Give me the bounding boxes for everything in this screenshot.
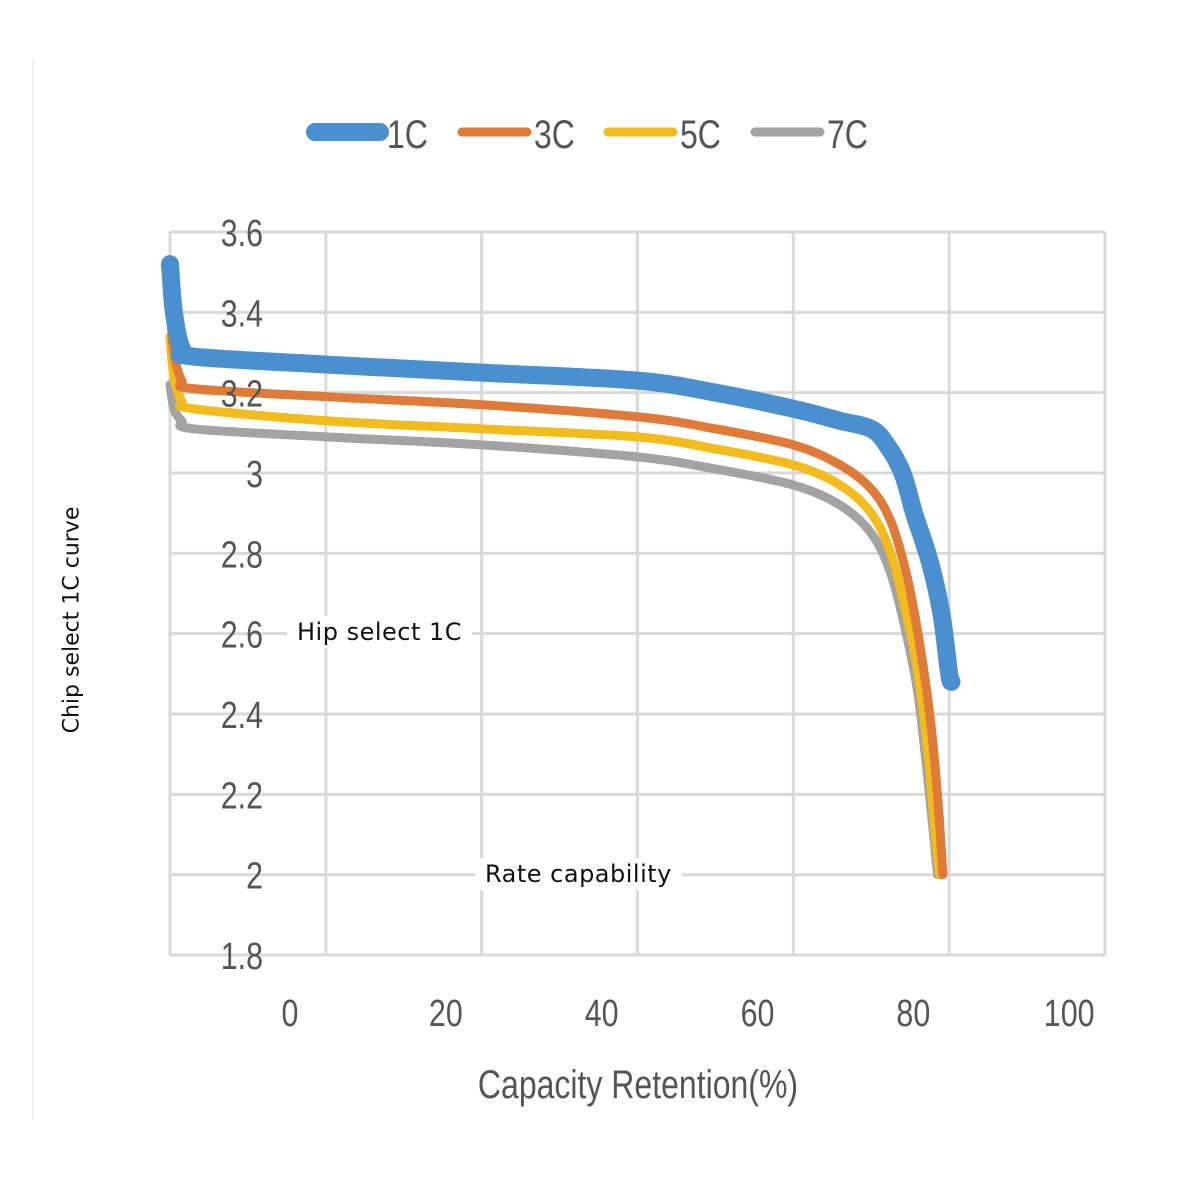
- y-tick-label: 2.8: [221, 534, 263, 576]
- x-tick-label: 40: [585, 993, 619, 1035]
- y-tick-label: 3: [246, 454, 263, 496]
- y-tick-label: 2: [246, 856, 263, 898]
- series-line-1C: [161, 255, 961, 691]
- x-tick-label: 20: [429, 993, 463, 1035]
- annotation-rate-capability: Rate capability: [475, 858, 682, 890]
- series-line-5C: [165, 331, 945, 880]
- y-axis-title: Chip select 1C curve: [59, 502, 85, 738]
- legend-label-7C: 7C: [827, 112, 868, 157]
- series-line-3C: [165, 299, 948, 880]
- x-tick-label: 0: [282, 993, 299, 1035]
- y-tick-label: 1.8: [221, 936, 263, 978]
- x-tick-label: 80: [896, 993, 930, 1035]
- y-tick-label: 2.2: [221, 775, 263, 817]
- annotation-hip-select: Hip select 1C: [287, 616, 473, 648]
- legend-label-5C: 5C: [680, 112, 721, 157]
- y-tick-label: 3.2: [221, 374, 263, 416]
- legend-label-3C: 3C: [534, 112, 575, 157]
- y-tick-label: 2.6: [221, 615, 263, 657]
- y-tick-label: 3.6: [221, 213, 263, 255]
- legend-label-1C: 1C: [387, 112, 428, 157]
- y-tick-label: 2.4: [221, 695, 263, 737]
- x-axis-title: Capacity Retention(%): [478, 1062, 798, 1107]
- y-tick-label: 3.4: [221, 293, 263, 335]
- x-tick-label: 60: [741, 993, 775, 1035]
- x-tick-label: 100: [1044, 993, 1095, 1035]
